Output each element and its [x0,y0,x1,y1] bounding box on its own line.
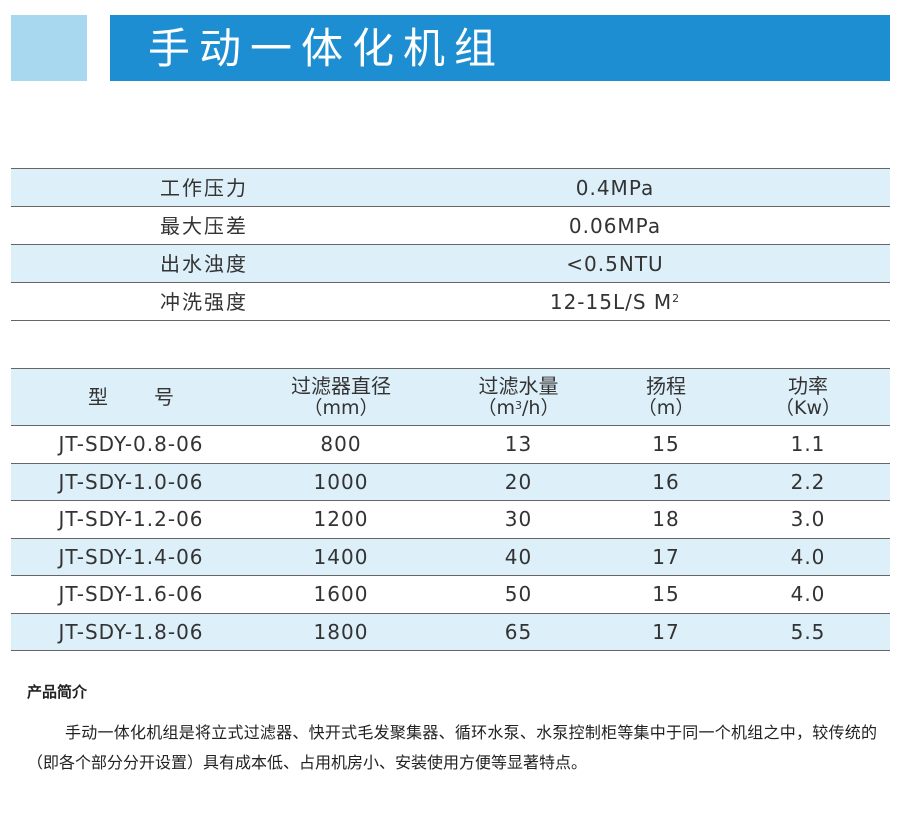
spec-table: 工作压力 0.4MPa 最大压差 0.06MPa 出水浊度 <0.5NTU 冲洗… [11,168,890,321]
model-row: JT-SDY-0.8-06 800 13 15 1.1 [11,426,890,463]
cell-head: 18 [652,507,680,532]
cell-power: 5.5 [726,613,890,651]
cell-model: JT-SDY-1.2-06 [58,507,204,532]
model-row: JT-SDY-1.0-06 1000 20 16 2.2 [11,463,890,501]
cell-power: 1.1 [790,432,826,457]
spec-label: 冲洗强度 [160,289,248,314]
spec-value-cell: 12-15L/S M2 [340,283,890,321]
cell-model: JT-SDY-1.6-06 [58,582,204,607]
cell-diameter: 1000 [251,463,431,501]
page-title: 手动一体化机组 [148,24,506,73]
cell-head: 17 [606,613,726,651]
model-table: 型号 过滤器直径 （mm） 过滤水量 （m3/h） 扬程 （m） 功率 （Kw）… [11,368,890,651]
cell-model: JT-SDY-1.0-06 [11,463,251,501]
spec-label: 最大压差 [160,213,248,238]
cell-model: JT-SDY-1.4-06 [11,538,251,576]
cell-power: 4.0 [790,582,826,607]
cell-power: 2.2 [726,463,890,501]
spec-value: 12-15L/S M [549,289,673,314]
header-diameter: 过滤器直径 （mm） [251,368,431,426]
spec-label: 出水浊度 [160,251,248,276]
intro-heading: 产品简介 [27,683,88,701]
header-power-unit: （Kw） [775,397,841,419]
cell-diameter: 1800 [251,613,431,651]
header-diameter-unit: （mm） [303,397,379,419]
cell-diameter: 1600 [313,582,369,607]
header-model: 型号 [11,368,251,426]
spec-value: 0.4MPa [340,168,890,207]
model-row: JT-SDY-1.6-06 1600 50 15 4.0 [11,576,890,613]
cell-flow: 13 [504,432,533,457]
header-head-label: 扬程 [646,374,686,398]
header-flow: 过滤水量 （m3/h） [431,368,606,426]
header-power: 功率 （Kw） [726,368,890,426]
header-power-label: 功率 [788,374,828,398]
cell-flow: 40 [431,538,606,576]
model-table-header: 型号 过滤器直径 （mm） 过滤水量 （m3/h） 扬程 （m） 功率 （Kw） [11,368,890,426]
cell-flow: 30 [504,507,533,532]
spec-value-superscript: 2 [672,291,681,305]
cell-head: 15 [652,582,680,607]
header-head-unit: （m） [637,397,695,419]
header-accent-block [11,15,87,81]
spec-row: 最大压差 0.06MPa [11,207,890,245]
spec-row: 出水浊度 <0.5NTU [11,244,890,283]
cell-flow: 50 [504,582,533,607]
cell-head: 17 [606,538,726,576]
cell-head: 15 [652,432,680,457]
model-row: JT-SDY-1.2-06 1200 30 18 3.0 [11,501,890,538]
cell-power: 4.0 [726,538,890,576]
spec-label: 工作压力 [160,175,248,200]
spec-row: 工作压力 0.4MPa [11,168,890,207]
spec-row: 冲洗强度 12-15L/S M2 [11,283,890,321]
spec-value: <0.5NTU [340,244,890,283]
cell-model: JT-SDY-1.8-06 [11,613,251,651]
header-flow-unit: （m3/h） [477,397,560,419]
title-bar: 手动一体化机组 [110,15,890,81]
cell-diameter: 1400 [251,538,431,576]
cell-diameter: 800 [320,432,362,457]
header-flow-label: 过滤水量 [478,374,559,398]
cell-power: 3.0 [790,507,826,532]
header-head: 扬程 （m） [606,368,726,426]
header-model-char-2: 号 [154,385,174,409]
cell-model: JT-SDY-0.8-06 [58,432,204,457]
cell-head: 16 [606,463,726,501]
intro-body: 手动一体化机组是将立式过滤器、快开式毛发聚集器、循环水泵、水泵控制柜等集中于同一… [27,723,877,772]
cell-diameter: 1200 [313,507,369,532]
header-diameter-label: 过滤器直径 [291,374,391,398]
cell-flow: 65 [431,613,606,651]
model-row: JT-SDY-1.4-06 1400 40 17 4.0 [11,538,890,576]
cell-flow: 20 [431,463,606,501]
header-model-char-1: 型 [88,385,108,409]
model-row: JT-SDY-1.8-06 1800 65 17 5.5 [11,613,890,651]
spec-value: 0.06MPa [568,213,662,238]
